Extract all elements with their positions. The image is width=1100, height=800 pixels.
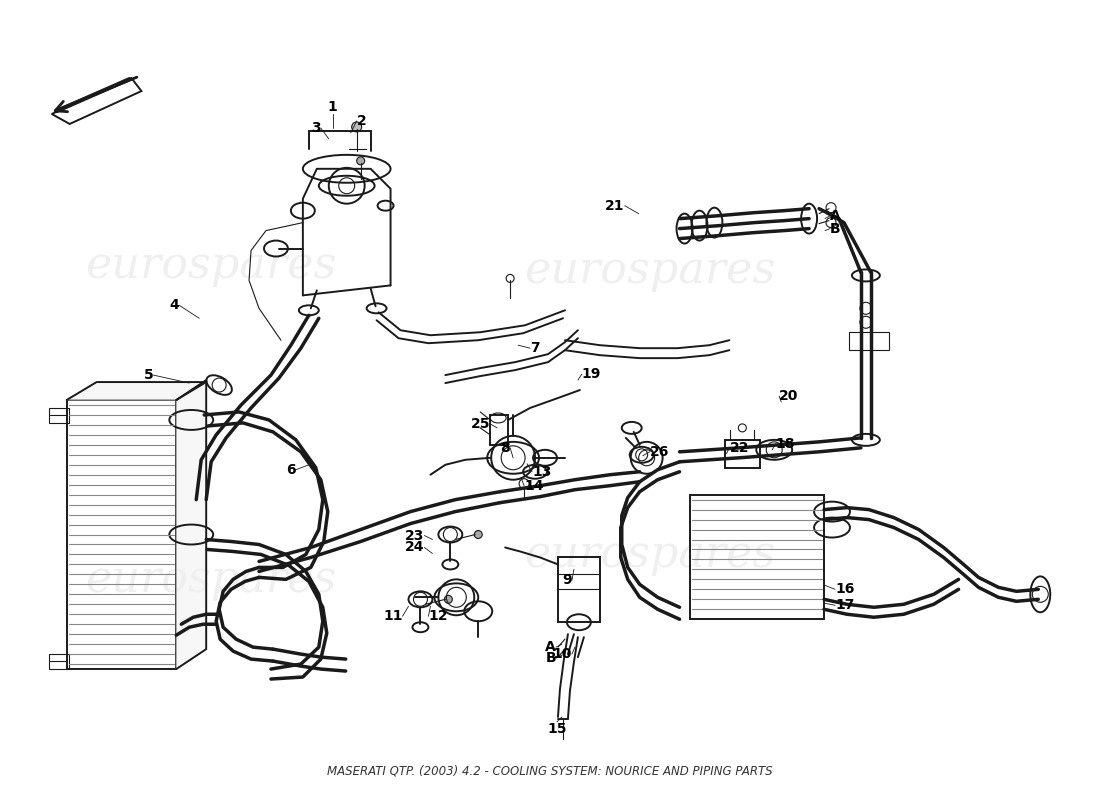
Text: 1: 1 bbox=[328, 100, 338, 114]
Text: B: B bbox=[546, 651, 556, 665]
Text: 11: 11 bbox=[383, 610, 403, 623]
Text: 2: 2 bbox=[356, 114, 366, 128]
Bar bbox=[849, 332, 889, 350]
Text: 16: 16 bbox=[835, 582, 855, 596]
Polygon shape bbox=[67, 382, 206, 400]
Text: 8: 8 bbox=[500, 441, 510, 455]
Text: 19: 19 bbox=[582, 367, 602, 381]
Text: B: B bbox=[830, 222, 840, 235]
Circle shape bbox=[356, 157, 364, 165]
Text: 10: 10 bbox=[552, 647, 572, 661]
Text: 9: 9 bbox=[562, 574, 572, 587]
Text: 13: 13 bbox=[532, 465, 551, 478]
Text: 3: 3 bbox=[311, 121, 321, 135]
Text: A: A bbox=[546, 640, 556, 654]
Bar bbox=[48, 408, 68, 423]
Circle shape bbox=[352, 122, 362, 132]
Bar bbox=[725, 440, 760, 468]
Text: 24: 24 bbox=[405, 541, 425, 554]
Polygon shape bbox=[176, 380, 206, 669]
Text: 6: 6 bbox=[286, 462, 296, 477]
Text: 23: 23 bbox=[405, 529, 425, 542]
Text: MASERATI QTP. (2003) 4.2 - COOLING SYSTEM: NOURICE AND PIPING PARTS: MASERATI QTP. (2003) 4.2 - COOLING SYSTE… bbox=[327, 764, 773, 778]
Text: eurospares: eurospares bbox=[86, 244, 337, 287]
Text: 22: 22 bbox=[729, 441, 749, 455]
Text: 4: 4 bbox=[169, 298, 179, 312]
Text: 17: 17 bbox=[835, 598, 855, 612]
Text: 21: 21 bbox=[605, 198, 625, 213]
Text: 25: 25 bbox=[471, 417, 491, 431]
Text: eurospares: eurospares bbox=[86, 558, 337, 601]
Bar bbox=[558, 558, 600, 622]
Bar bbox=[491, 415, 508, 445]
Text: A: A bbox=[830, 209, 840, 222]
Text: 18: 18 bbox=[776, 437, 794, 451]
Text: 26: 26 bbox=[650, 445, 669, 459]
Text: eurospares: eurospares bbox=[524, 533, 776, 576]
Bar bbox=[67, 400, 176, 669]
Polygon shape bbox=[52, 78, 142, 124]
Circle shape bbox=[474, 530, 482, 538]
Text: 20: 20 bbox=[779, 389, 799, 403]
Bar bbox=[690, 494, 824, 619]
Text: eurospares: eurospares bbox=[524, 249, 776, 292]
Text: 5: 5 bbox=[144, 368, 153, 382]
Text: 15: 15 bbox=[547, 722, 567, 736]
Text: 14: 14 bbox=[524, 478, 543, 493]
Bar bbox=[48, 654, 68, 669]
Text: 7: 7 bbox=[530, 341, 540, 355]
Text: 12: 12 bbox=[428, 610, 448, 623]
Circle shape bbox=[444, 595, 452, 603]
